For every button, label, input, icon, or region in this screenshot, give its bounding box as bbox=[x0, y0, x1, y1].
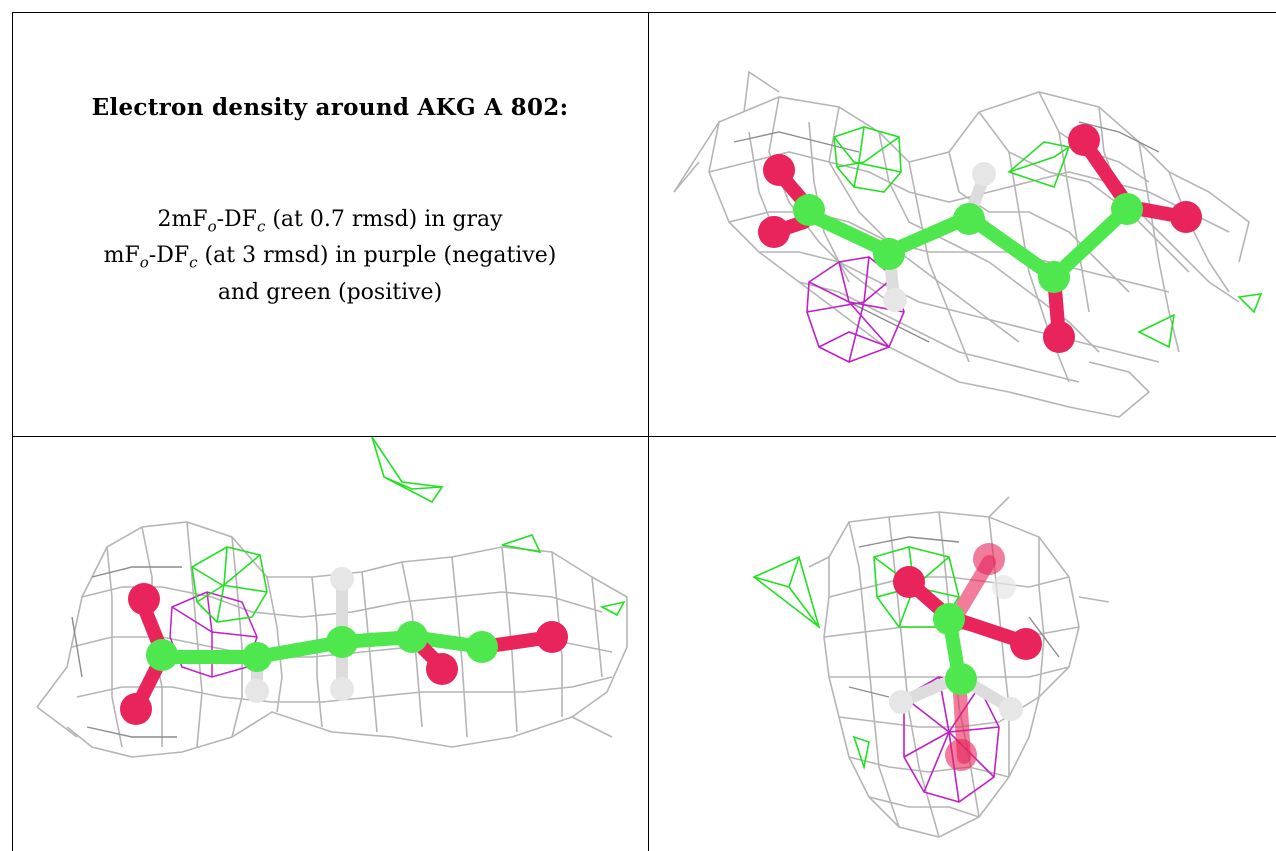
molecule-render-bottom-right bbox=[752, 496, 1110, 838]
figure-title: Electron density around AKG A 802: bbox=[91, 94, 569, 121]
positive-difference-mesh bbox=[752, 546, 960, 771]
molecule-view-top-right bbox=[649, 12, 1276, 436]
molecule-render-top-right bbox=[673, 70, 1263, 418]
divider-vertical bbox=[648, 12, 649, 851]
negative-difference-mesh bbox=[806, 256, 905, 363]
legend-line-positive: and green (positive) bbox=[217, 279, 443, 305]
molecule-render-bottom-left bbox=[36, 437, 628, 758]
molecule-view-bottom-left bbox=[12, 437, 648, 851]
border-left bbox=[12, 12, 13, 851]
divider-horizontal bbox=[12, 436, 1276, 437]
legend-text: 2mFo-DFc (at 0.7 rmsd) in gray mFo-DFc (… bbox=[12, 205, 648, 308]
molecule-model bbox=[889, 543, 1042, 771]
molecule-model bbox=[758, 124, 1202, 353]
legend-line-difference: mFo-DFc (at 3 rmsd) in purple (negative) bbox=[103, 243, 557, 272]
gray-density-mesh-dark bbox=[71, 566, 182, 738]
border-top bbox=[12, 12, 1276, 13]
gray-density-mesh-dark bbox=[848, 536, 1060, 698]
molecule-model bbox=[120, 567, 568, 725]
legend-line-gray: 2mFo-DFc (at 0.7 rmsd) in gray bbox=[157, 207, 503, 236]
positive-difference-mesh bbox=[833, 126, 1263, 349]
gray-density-mesh bbox=[673, 70, 1250, 418]
legend-panel: Electron density around AKG A 802: 2mFo-… bbox=[12, 12, 648, 436]
positive-difference-mesh bbox=[191, 437, 626, 623]
molecule-view-bottom-right bbox=[649, 437, 1276, 851]
